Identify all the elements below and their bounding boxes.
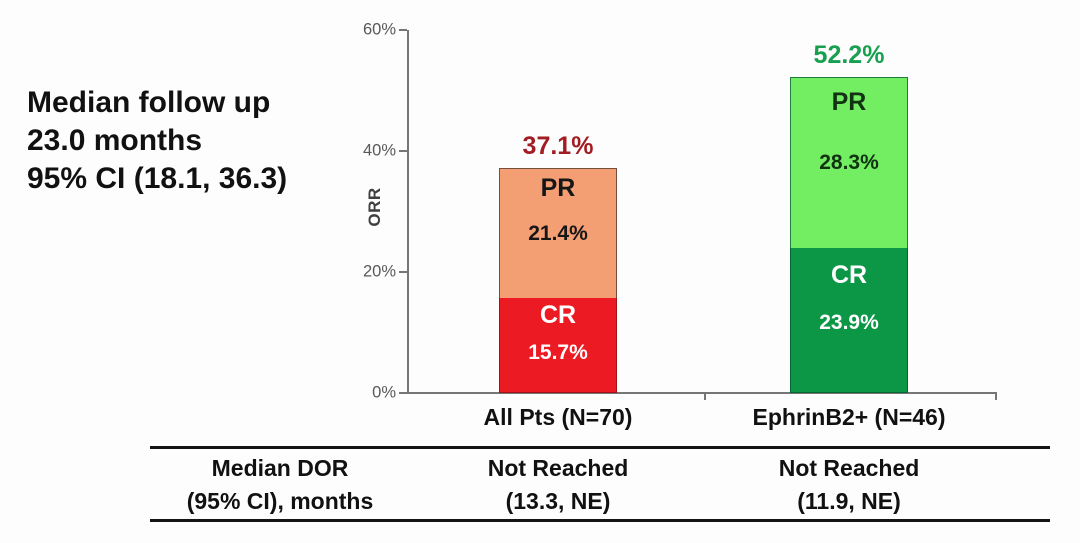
table-bottom-rule (150, 519, 1050, 522)
table-cell-ephrinb2: Not Reached (11.9, NE) (689, 452, 1009, 518)
y-tick-label-40: 40% (362, 141, 396, 160)
annotation-line-2: 23.0 months (27, 124, 203, 157)
x-tick-middle (704, 393, 706, 400)
x-axis-line (407, 392, 997, 394)
bar2-pr-name: PR (831, 88, 867, 116)
table-cell-all-pts: Not Reached (13.3, NE) (398, 452, 718, 518)
bar2-cr-name: CR (830, 261, 868, 289)
bar2-pr-value: 28.3% (819, 151, 879, 174)
annotation-line-3: 95% CI (18.1, 36.3) (27, 162, 288, 195)
bar2-total-label: 52.2% (813, 41, 885, 69)
bar1-cr-segment: CR 15.7% (499, 298, 617, 393)
bar2-cr-segment: CR 23.9% (790, 248, 908, 393)
bar2-cr-value: 23.9% (819, 310, 879, 334)
bar1-cr-name: CR (539, 301, 577, 329)
table-top-rule (150, 446, 1050, 449)
y-tick-label-60: 60% (362, 20, 396, 39)
y-axis-title: ORR (365, 187, 384, 227)
bar1-total-label: 37.1% (522, 132, 594, 160)
y-tick-label-0: 0% (372, 383, 396, 402)
table-cell-all-pts-line-2: (13.3, NE) (505, 488, 611, 514)
x-tick-end (995, 393, 997, 400)
y-tick-60 (399, 29, 407, 31)
table-header-cell: Median DOR (95% CI), months (120, 452, 440, 518)
table-cell-ephrinb2-line-2: (11.9, NE) (797, 488, 901, 514)
y-tick-20 (399, 271, 407, 273)
y-tick-label-20: 20% (362, 262, 396, 281)
bar1-pr-name: PR (540, 174, 576, 202)
table-header-line-1: Median DOR (211, 455, 349, 481)
table-cell-ephrinb2-line-1: Not Reached (778, 455, 920, 481)
table-header-line-2: (95% CI), months (186, 488, 374, 514)
y-axis-line (407, 30, 409, 393)
bar1-pr-value: 21.4% (528, 221, 588, 245)
annotation-line-1: Median follow up (27, 86, 271, 119)
followup-annotation: Median follow up 23.0 months 95% CI (18.… (27, 84, 357, 198)
y-tick-40 (399, 150, 407, 152)
table-cell-all-pts-line-1: Not Reached (487, 455, 629, 481)
x-category-label-all-pts: All Pts (N=70) (483, 404, 633, 430)
bar1-pr-segment: PR 21.4% (499, 168, 617, 298)
bar2-pr-segment: PR 28.3% (790, 77, 908, 248)
y-tick-0 (399, 392, 407, 394)
bar1-cr-value: 15.7% (528, 340, 588, 364)
x-category-label-ephrinb2: EphrinB2+ (N=46) (752, 404, 946, 430)
